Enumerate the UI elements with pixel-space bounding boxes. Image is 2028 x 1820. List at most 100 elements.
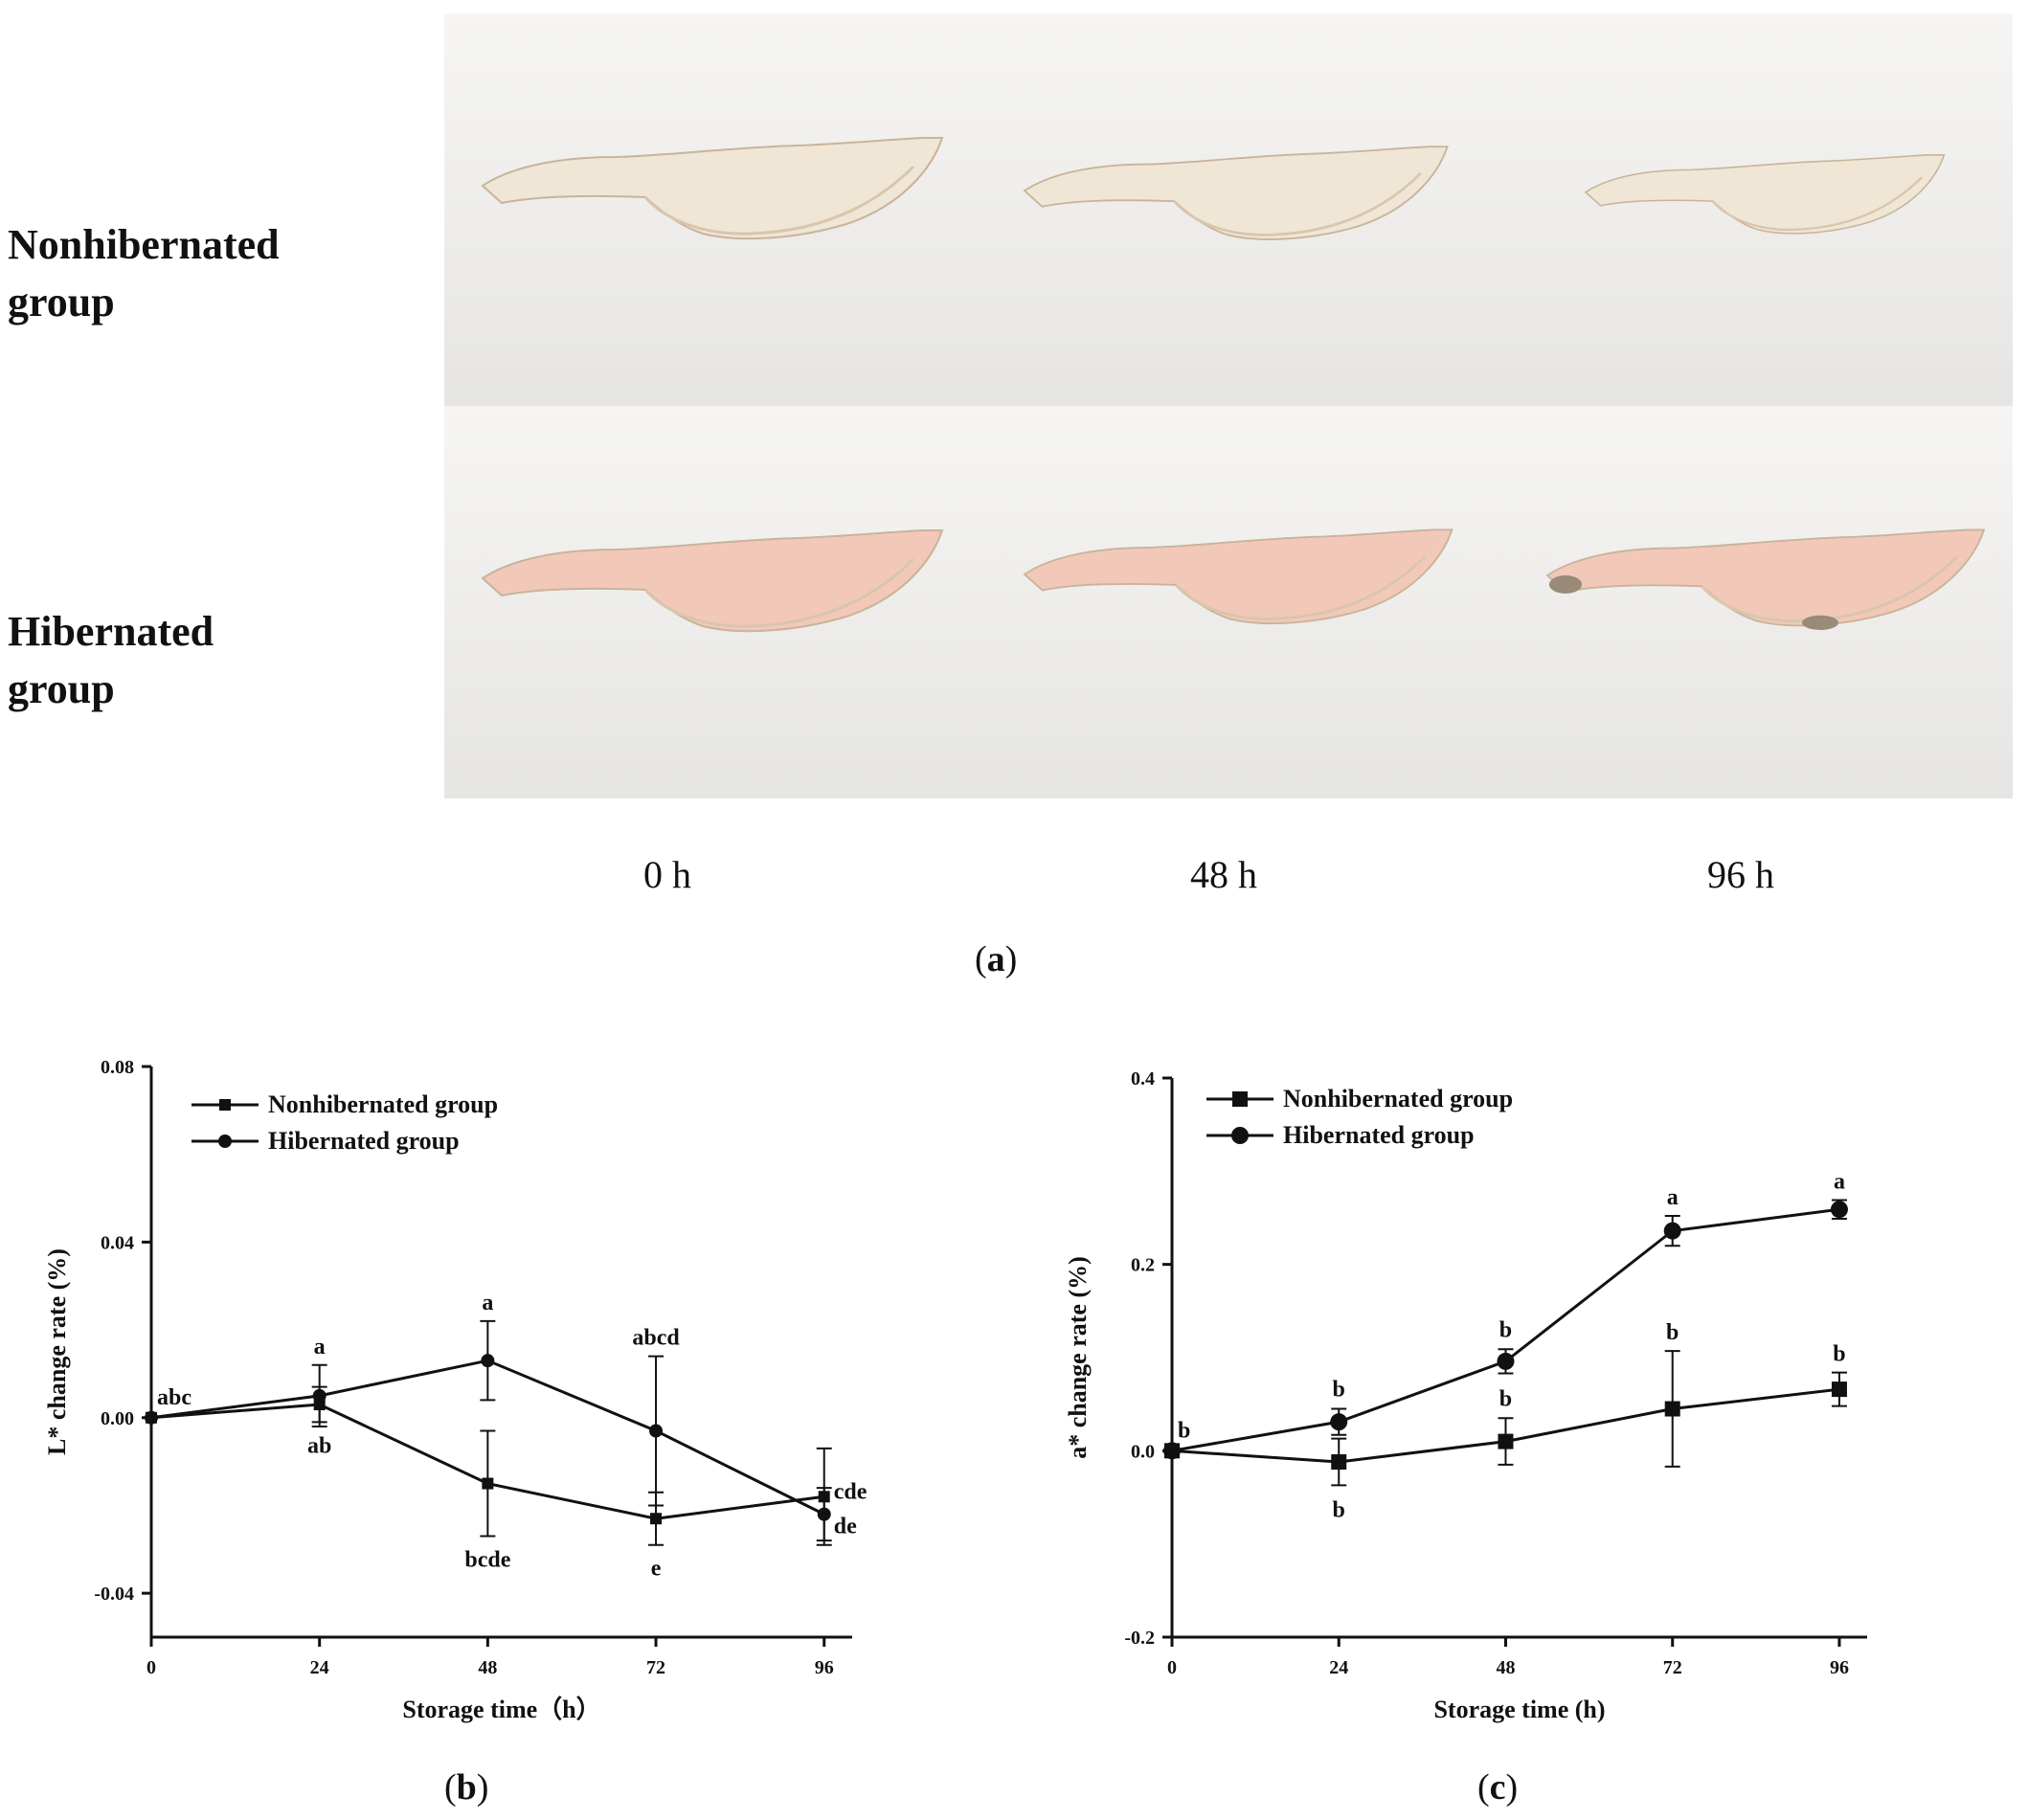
y-axis-label: a* change rate (%) [1064,1256,1092,1459]
significance-label: a [482,1291,493,1315]
chart-a-star-svg: -0.2 0.0 0.2 0.4 0 24 48 72 96 Storage time (h) a*… [1064,1068,1867,1723]
row-label-hibernated: Hibernated group [8,603,214,718]
data-point-square [482,1477,494,1490]
y-tick-label: 0.00 [101,1408,134,1429]
significance-label: a [1834,1170,1845,1195]
significance-label: a [1667,1185,1679,1210]
photo-hibernated-0h [444,406,967,798]
fish-fillet [1584,154,1946,235]
x-tick-label: 96 [1830,1657,1849,1678]
fillet-muscle-line [643,165,915,236]
fish-fillet [1545,528,1986,630]
significance-label: abcd [632,1326,680,1351]
photo-image [1490,406,2013,798]
x-tick-label: 72 [646,1657,665,1678]
significance-label: b [1833,1342,1845,1367]
legend-label: Hibernated group [1283,1121,1475,1149]
row-label-line2: group [8,665,115,712]
data-point-square [1831,1382,1847,1398]
legend: Nonhibernated group Hibernated group [1206,1085,1513,1149]
x-tick-label: 96 [815,1657,834,1678]
data-point-circle [817,1507,831,1521]
fish-fillet [1023,528,1453,625]
fillet-muscle-line [1173,171,1422,236]
legend-circle-marker [218,1135,232,1148]
data-point-circle [1163,1442,1181,1460]
y-tick-label: 0.2 [1131,1255,1155,1276]
fish-fillet [1023,146,1449,240]
row-label-line1: Hibernated [8,608,214,655]
fillet-dark-spot [1802,615,1838,630]
photo-nonhibernated-96h [1490,13,2013,406]
x-tick-label: 48 [1496,1657,1515,1678]
panel-label-a: (a) [975,939,1018,979]
fish-fillet [481,137,944,240]
row-label-nonhibernated: Nonhibernated group [8,216,280,331]
significance-label: a [314,1335,326,1359]
panel-label-b: (b) [444,1767,489,1808]
x-tick-label: 0 [1167,1657,1177,1678]
x-axis-label: Storage time (h) [1433,1696,1605,1723]
data-point-circle [145,1410,158,1425]
panel-label-c: (c) [1477,1767,1519,1808]
fish-fillet [481,529,944,633]
fillet-dark-spot [1548,575,1583,594]
x-tick-label: 48 [478,1657,497,1678]
data-point-circle [312,1388,327,1403]
legend-label: Hibernated group [268,1127,460,1155]
significance-label: b [1333,1378,1345,1403]
column-label-48h: 48 h [1190,853,1257,896]
x-tick-label: 24 [1329,1657,1348,1678]
significance-label: e [651,1557,662,1582]
photo-image [967,13,1490,406]
data-point-circle [649,1424,664,1438]
fillet-muscle-line [643,557,915,628]
legend-circle-marker [1231,1127,1249,1144]
legend-square-marker [219,1099,231,1111]
photo-image [444,406,967,798]
photo-hibernated-48h [967,406,1490,798]
photo-nonhibernated-48h [967,13,1490,406]
y-tick-label: -0.2 [1124,1628,1155,1649]
row-label-line1: Nonhibernated [8,221,280,268]
data-point-square [1331,1454,1347,1471]
column-label-96h: 96 h [1707,853,1774,896]
x-tick-label: 0 [146,1657,156,1678]
y-tick-label: 0.4 [1131,1068,1155,1090]
legend-label: Nonhibernated group [1283,1085,1513,1112]
row-label-line2: group [8,279,115,326]
photo-nonhibernated-0h [444,13,967,406]
fillet-muscle-line [1175,555,1427,620]
data-point-square [1664,1401,1680,1417]
y-tick-label: 0.0 [1131,1441,1155,1462]
significance-label: b [1333,1497,1345,1522]
data-point-square [1498,1433,1514,1449]
significance-label: abc [157,1385,192,1410]
y-tick-label: 0.04 [101,1232,134,1253]
y-tick-label: 0.08 [101,1057,134,1078]
chart-a-star: -0.2 0.0 0.2 0.4 0 24 48 72 96 Storage time (h) a*… [1044,1044,2011,1733]
y-axis-label: L* change rate (%) [43,1248,71,1455]
photo-image [1490,13,2013,406]
significance-label: cde [834,1479,868,1504]
chart-l-star-svg: -0.04 0.00 0.04 0.08 0 24 48 72 96 Storage time（h… [43,1057,868,1723]
data-point-circle [481,1354,495,1368]
data-point-square [650,1513,663,1525]
significance-label: b [1666,1320,1679,1345]
y-tick-label: -0.04 [94,1584,134,1605]
photo-hibernated-96h [1490,406,2013,798]
significance-label: b [1178,1418,1190,1443]
significance-label: bcde [464,1548,510,1573]
legend: Nonhibernated group Hibernated group [192,1090,498,1155]
significance-label: b [1499,1386,1512,1411]
data-point-circle [1497,1352,1515,1370]
x-tick-label: 24 [310,1657,329,1678]
photo-image [444,13,967,406]
significance-label: de [834,1515,857,1539]
data-point-circle [1663,1222,1681,1240]
fillet-muscle-line [1711,176,1923,232]
photo-image [967,406,1490,798]
column-label-0h: 0 h [643,853,691,896]
data-point-circle [1330,1413,1348,1431]
chart-l-star: -0.04 0.00 0.04 0.08 0 24 48 72 96 Storage time（h… [19,1044,977,1733]
